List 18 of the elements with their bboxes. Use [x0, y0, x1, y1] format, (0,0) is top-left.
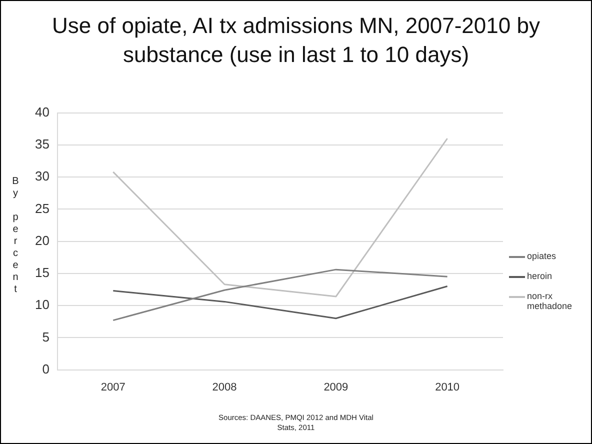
y-tick-label: 35: [34, 136, 50, 152]
y-tick-label: 20: [34, 232, 50, 248]
legend-label: opiates: [527, 251, 558, 261]
x-tick-label: 2008: [212, 381, 237, 394]
legend-label: heroin: [527, 271, 554, 281]
y-tick-label: 10: [34, 297, 50, 312]
y-tick-label: 0: [42, 361, 50, 376]
y-tick-label: 40: [34, 104, 50, 120]
y-tick-label: 25: [34, 200, 50, 216]
legend-label: non-rx methadone: [527, 291, 574, 311]
x-tick-label: 2009: [324, 381, 348, 394]
y-tick-label: 30: [34, 168, 50, 184]
y-tick-label: 5: [42, 329, 50, 344]
chart-title: Use of opiate, AI tx admissions MN, 2007-2010 by substance (use in last 1 to 10 days): [51, 12, 541, 69]
y-tick-label: 15: [34, 265, 50, 280]
y-axis-title: By percent: [9, 176, 21, 296]
x-tick-label: 2007: [100, 381, 126, 394]
x-tick-label: 2010: [435, 381, 460, 394]
